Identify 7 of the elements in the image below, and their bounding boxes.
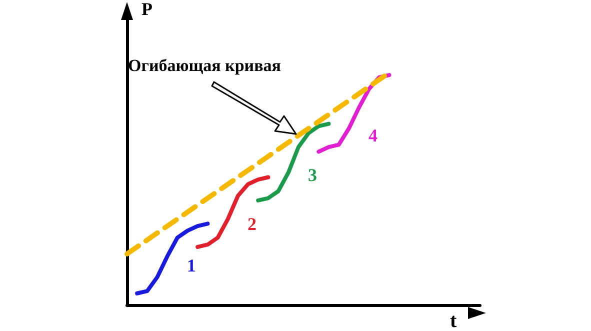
- y-axis-title: P: [142, 0, 152, 19]
- series-label: 2: [247, 214, 256, 234]
- series-label: 4: [368, 126, 378, 146]
- x-axis-title: t: [450, 310, 457, 331]
- series-label: 1: [186, 256, 196, 276]
- series-label: 3: [308, 165, 317, 186]
- annotation: Огибающая кривая: [128, 56, 281, 75]
